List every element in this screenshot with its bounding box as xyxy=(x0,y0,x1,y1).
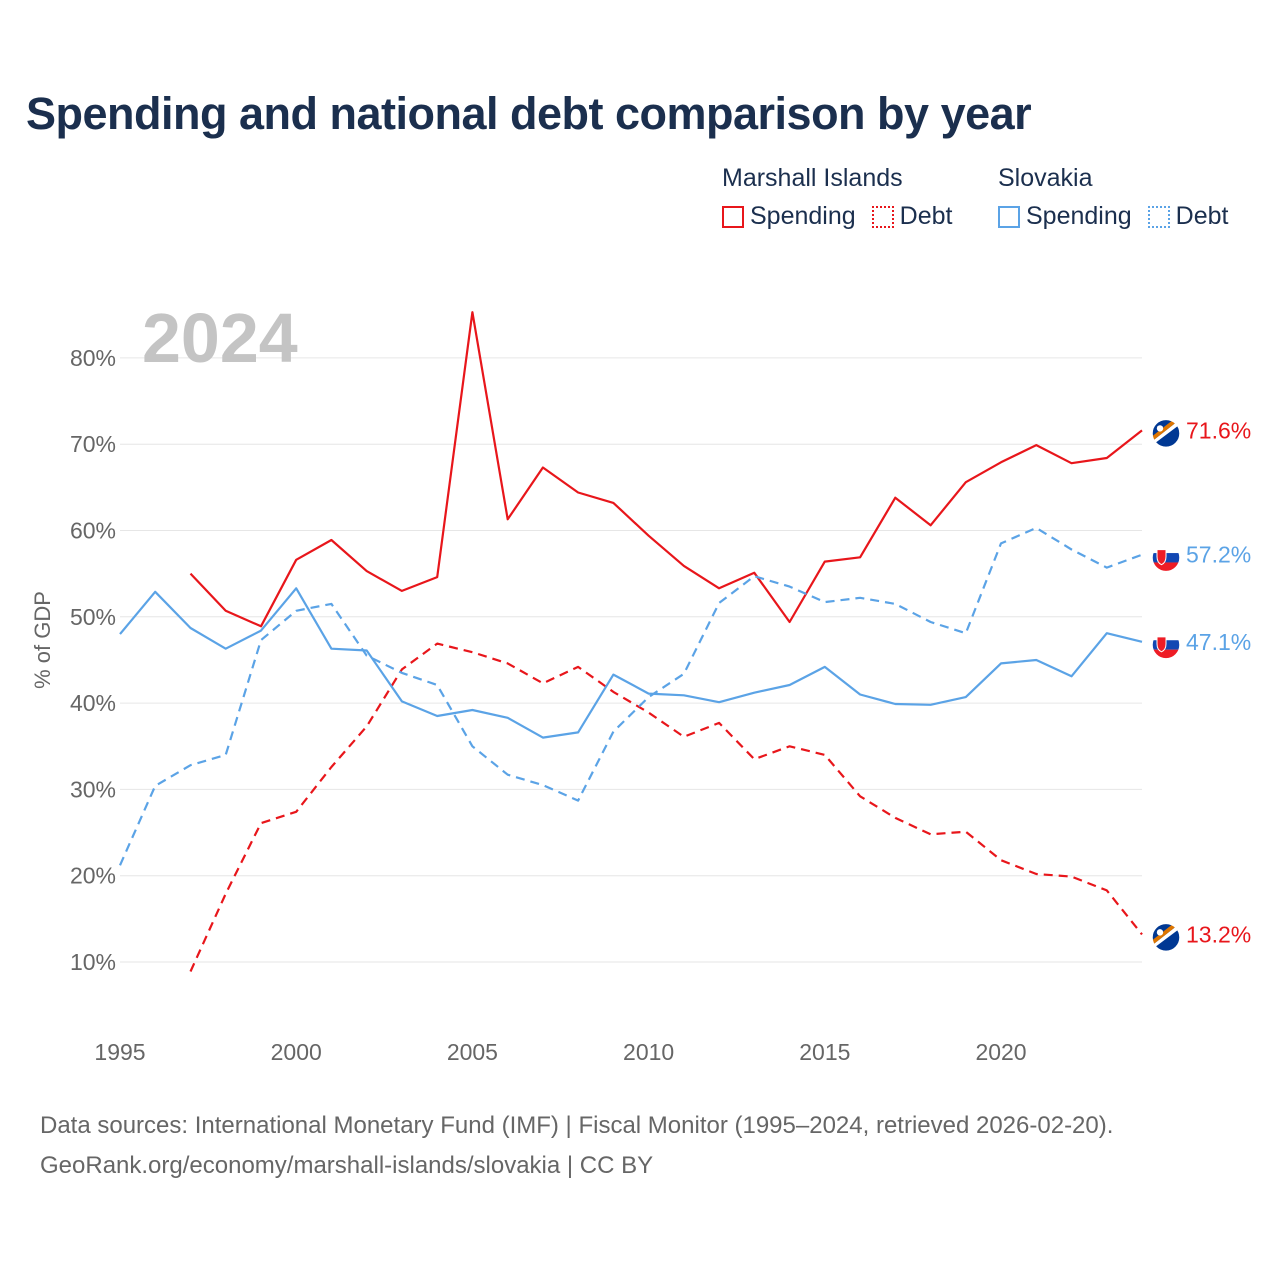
legend-swatch-solid xyxy=(998,205,1020,228)
end-value-label: 71.6% xyxy=(1186,417,1251,443)
series-line-slovakia-spending xyxy=(119,587,1143,739)
flag-ring xyxy=(1151,418,1181,449)
x-tick-label: 2020 xyxy=(975,1039,1026,1065)
x-tick-label: 2015 xyxy=(799,1039,850,1065)
series-line-marshall-islands-debt xyxy=(189,642,1143,972)
flag-ring xyxy=(1151,542,1181,573)
y-tick-label: 60% xyxy=(70,518,116,544)
flag-stripe-white xyxy=(1152,630,1180,641)
x-tick-label: 1995 xyxy=(94,1039,145,1065)
y-tick-label: 50% xyxy=(70,604,116,630)
legend-item-marshall-spending[interactable]: Spending xyxy=(722,202,856,231)
chart-title: Spending and national debt comparison by… xyxy=(26,88,1032,139)
legend-swatch-solid xyxy=(722,205,744,228)
legend-item-label: Debt xyxy=(1175,202,1229,230)
legend-item-label: Spending xyxy=(1026,202,1132,230)
flag-ring xyxy=(1151,922,1181,953)
y-tick-label: 10% xyxy=(70,949,116,975)
series-line-marshall-islands-spending xyxy=(189,311,1143,628)
y-tick-label: 70% xyxy=(70,431,116,457)
footer: Data sources: International Monetary Fun… xyxy=(40,1106,1113,1186)
legend-group-name: Marshall Islands xyxy=(722,164,903,192)
slovakia-flag xyxy=(1152,630,1180,659)
flag-shield xyxy=(1156,636,1167,653)
data-source-note: Data sources: International Monetary Fun… xyxy=(40,1112,1114,1139)
flag-shield xyxy=(1156,549,1167,566)
y-tick-label: 20% xyxy=(70,863,116,889)
flag-stripe-red xyxy=(1152,649,1180,659)
flag-stripe-white xyxy=(1152,543,1180,554)
x-tick-label: 2010 xyxy=(623,1039,674,1065)
legend-item-slovakia-debt[interactable]: Debt xyxy=(1147,202,1229,231)
end-value-label: 47.1% xyxy=(1186,629,1251,655)
legend-item-label: Debt xyxy=(899,202,953,230)
year-watermark: 2024 xyxy=(142,299,298,377)
legend-group-slovakia: Slovakia Spending Debt xyxy=(998,160,1244,231)
flag-ray-white xyxy=(1152,419,1180,446)
attribution-link[interactable]: GeoRank.org/economy/marshall-islands/slo… xyxy=(40,1152,654,1179)
legend-swatch-dotted xyxy=(1147,205,1170,228)
flag-ring xyxy=(1151,630,1181,660)
flag-stripe-red xyxy=(1152,562,1180,572)
legend-group-marshall-islands: Marshall Islands Spending Debt xyxy=(722,160,968,231)
end-value-label: 57.2% xyxy=(1186,542,1251,568)
flag-star xyxy=(1156,929,1164,936)
line-chart: 2024 % of GDP 10% 20% 30% 40% 50% 60% 70% 80% 19… xyxy=(30,299,1251,1065)
legend-group-name: Slovakia xyxy=(998,164,1093,192)
x-tick-label: 2005 xyxy=(447,1039,498,1065)
series-line-slovakia-debt xyxy=(118,526,1143,866)
legend-item-slovakia-spending[interactable]: Spending xyxy=(998,202,1132,231)
y-axis-label: % of GDP xyxy=(30,591,55,689)
slovakia-flag xyxy=(1152,543,1180,572)
legend-item-label: Spending xyxy=(750,202,856,230)
y-tick-label: 30% xyxy=(70,776,116,802)
legend-swatch-dotted xyxy=(871,205,894,228)
end-value-label: 13.2% xyxy=(1186,921,1251,947)
y-tick-label: 40% xyxy=(70,690,116,716)
flag-ray-white xyxy=(1152,923,1180,950)
y-tick-label: 80% xyxy=(70,345,116,371)
x-tick-label: 2000 xyxy=(271,1039,322,1065)
flag-star xyxy=(1156,425,1164,432)
legend-item-marshall-debt[interactable]: Debt xyxy=(871,202,953,231)
